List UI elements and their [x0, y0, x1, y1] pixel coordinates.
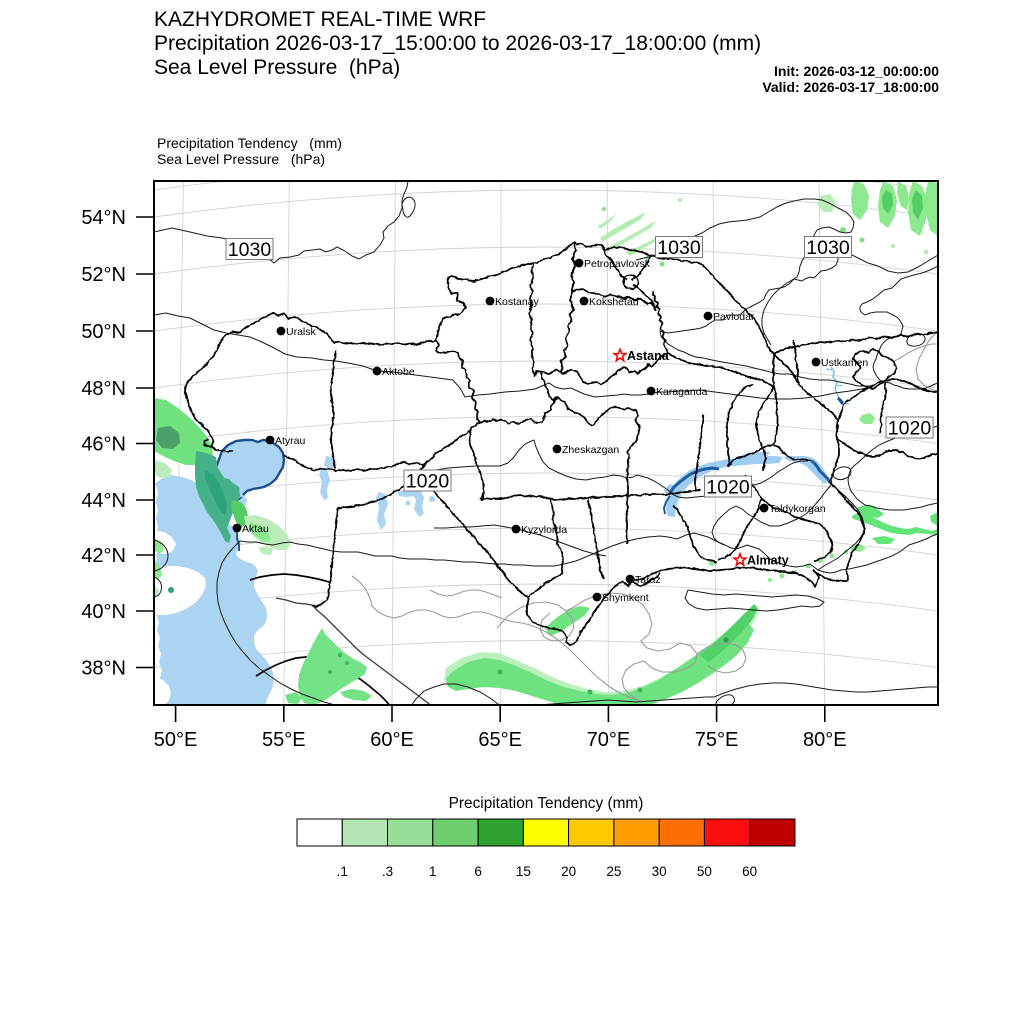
svg-text:Taldykorgan: Taldykorgan	[769, 503, 826, 515]
svg-text:Pavlodar: Pavlodar	[713, 311, 755, 323]
svg-text:Precipitation Tendency (mm): Precipitation Tendency (mm)	[449, 795, 644, 812]
svg-text:Shymkent: Shymkent	[602, 592, 649, 604]
svg-text:46°N: 46°N	[81, 434, 126, 456]
svg-text:60: 60	[742, 864, 757, 879]
svg-text:Taraz: Taraz	[635, 574, 661, 586]
svg-text:Atyrau: Atyrau	[275, 435, 306, 447]
svg-text:1020: 1020	[888, 418, 932, 440]
svg-text:KAZHYDROMET REAL-TIME WRF: KAZHYDROMET REAL-TIME WRF	[154, 8, 486, 31]
svg-text:Karaganda: Karaganda	[656, 386, 708, 398]
svg-text:.3: .3	[382, 864, 393, 879]
svg-text:Petropavlovsk: Petropavlovsk	[584, 258, 651, 270]
svg-text:Precipitation Tendency (mm): Precipitation Tendency (mm)	[157, 135, 342, 151]
svg-text:Aktobe: Aktobe	[382, 366, 415, 378]
svg-text:Kostanay: Kostanay	[495, 296, 540, 308]
svg-text:25: 25	[606, 864, 621, 879]
svg-text:42°N: 42°N	[81, 545, 126, 567]
svg-text:1020: 1020	[406, 471, 450, 493]
svg-text:20: 20	[561, 864, 576, 879]
svg-text:Sea Level Pressure (hPa): Sea Level Pressure (hPa)	[157, 151, 325, 167]
svg-text:1: 1	[429, 864, 437, 879]
svg-text:6: 6	[474, 864, 482, 879]
svg-text:55°E: 55°E	[262, 729, 306, 751]
svg-text:75°E: 75°E	[695, 729, 739, 751]
svg-text:Almaty: Almaty	[747, 554, 789, 568]
svg-text:52°N: 52°N	[81, 264, 126, 286]
svg-text:48°N: 48°N	[81, 378, 126, 400]
svg-text:Valid: 2026-03-17_18:00:00: Valid: 2026-03-17_18:00:00	[762, 79, 939, 95]
svg-text:15: 15	[516, 864, 531, 879]
svg-text:Precipitation 2026-03-17_15:00: Precipitation 2026-03-17_15:00:00 to 202…	[154, 32, 761, 55]
svg-text:Sea Level Pressure (hPa): Sea Level Pressure (hPa)	[154, 56, 400, 79]
svg-text:30: 30	[652, 864, 667, 879]
svg-text:1030: 1030	[228, 239, 272, 261]
svg-text:44°N: 44°N	[81, 490, 126, 512]
svg-text:50: 50	[697, 864, 712, 879]
svg-text:Zheskazgan: Zheskazgan	[562, 444, 619, 456]
svg-text:54°N: 54°N	[81, 207, 126, 229]
svg-text:50°E: 50°E	[154, 729, 198, 751]
svg-text:60°E: 60°E	[370, 729, 414, 751]
svg-text:Aktau: Aktau	[242, 523, 269, 535]
svg-text:.1: .1	[337, 864, 348, 879]
svg-text:Kokshetau: Kokshetau	[589, 296, 639, 308]
svg-text:Kyzylorda: Kyzylorda	[521, 524, 567, 536]
svg-text:38°N: 38°N	[81, 658, 126, 680]
svg-text:1030: 1030	[806, 237, 850, 259]
svg-text:65°E: 65°E	[478, 729, 522, 751]
svg-text:70°E: 70°E	[587, 729, 631, 751]
svg-text:1030: 1030	[657, 237, 701, 259]
svg-text:Astana: Astana	[627, 349, 670, 363]
svg-text:50°N: 50°N	[81, 321, 126, 343]
svg-text:Ustkamen: Ustkamen	[821, 357, 868, 369]
svg-text:Uralsk: Uralsk	[286, 326, 317, 338]
svg-text:Init: 2026-03-12_00:00:00: Init: 2026-03-12_00:00:00	[774, 63, 939, 79]
svg-text:80°E: 80°E	[803, 729, 847, 751]
svg-text:40°N: 40°N	[81, 601, 126, 623]
svg-text:1020: 1020	[706, 477, 750, 499]
